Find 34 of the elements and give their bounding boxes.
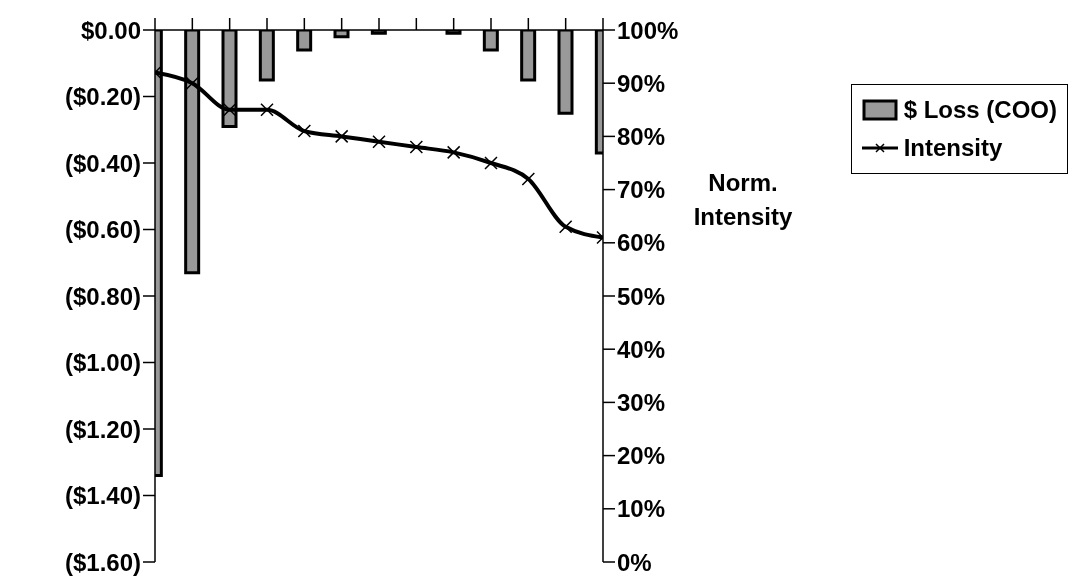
legend-label: $ Loss (COO) — [903, 96, 1057, 124]
point — [372, 134, 386, 149]
y-tick-label: ($1.40) — [64, 482, 141, 510]
y-tick-label: ($0.60) — [64, 216, 141, 244]
point — [521, 172, 536, 186]
point — [409, 140, 424, 154]
y-tick-label: ($0.40) — [64, 149, 141, 177]
y-tick-label: ($1.00) — [64, 349, 141, 377]
y2-tick-label: 30% — [617, 388, 666, 416]
y2-tick-label: 60% — [617, 229, 666, 257]
y2-tick-label: 40% — [617, 335, 666, 363]
point — [222, 103, 237, 117]
y-tick-label: $0.00 — [80, 16, 141, 44]
y2-tick-label: 100% — [617, 16, 679, 44]
y2-tick-label: 70% — [617, 176, 666, 204]
y-tick-label: ($0.80) — [64, 282, 141, 310]
point — [446, 145, 461, 160]
point — [558, 220, 573, 234]
y-tick-label: ($0.20) — [64, 83, 141, 111]
y-tick-label: ($1.60) — [64, 548, 141, 576]
point — [185, 76, 200, 90]
y2-tick-label: 80% — [617, 122, 666, 150]
y-tick-label: ($1.20) — [64, 415, 141, 443]
y2-tick-label: 50% — [617, 282, 666, 310]
y2-tick-label: 0% — [617, 548, 652, 576]
point — [260, 103, 274, 117]
point — [484, 156, 498, 170]
point — [297, 124, 312, 138]
point — [334, 129, 349, 144]
y2-tick-label: 10% — [617, 495, 666, 523]
y2-tick-label: 90% — [617, 69, 666, 97]
y2-axis-title: Norm. Intensity — [693, 169, 793, 230]
y2-tick-label: 20% — [617, 442, 666, 470]
legend-label: Intensity — [903, 134, 1003, 162]
